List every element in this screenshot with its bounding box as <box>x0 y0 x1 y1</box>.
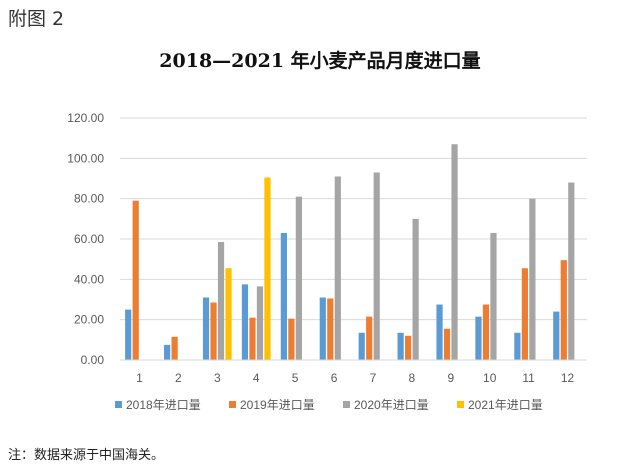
x-tick-label: 9 <box>447 371 454 385</box>
bar-2-4 <box>249 317 256 360</box>
bar-1-4 <box>241 284 249 360</box>
bars <box>125 144 575 360</box>
legend-label: 2021年进口量 <box>468 398 543 412</box>
legend-swatch <box>229 401 236 408</box>
bar-3-7 <box>373 172 380 360</box>
legend-item: 2019年进口量 <box>229 398 315 412</box>
legend-item: 2018年进口量 <box>115 398 201 412</box>
y-tick-label: 0.00 <box>81 353 105 367</box>
legend-item: 2021年进口量 <box>457 398 543 412</box>
x-tick-label: 10 <box>483 371 497 385</box>
y-axis-tick-labels: 0.00 20.00 40.00 60.00 80.00 100.00 120.00 <box>67 111 104 367</box>
bar-2-2 <box>171 336 178 360</box>
chart-title: 2018—2021 年小麦产品月度进口量 <box>159 50 481 72</box>
bar-2-6 <box>327 298 334 360</box>
legend-swatch <box>457 401 464 408</box>
figure-label: 附图 2 <box>8 8 65 30</box>
x-tick-label: 6 <box>331 371 338 385</box>
y-tick-label: 120.00 <box>67 111 104 125</box>
bar-1-6 <box>319 297 326 360</box>
bar-3-4 <box>256 286 264 360</box>
bar-1-8 <box>397 332 404 360</box>
legend: 2018年进口量 2019年进口量 2020年进口量 2021年进口量 <box>115 398 543 412</box>
y-tick-label: 20.00 <box>74 313 104 327</box>
y-tick-label: 40.00 <box>74 272 104 286</box>
bar-3-12 <box>568 182 575 360</box>
bar-1-5 <box>280 232 287 360</box>
y-tick-label: 100.00 <box>67 151 104 165</box>
bar-2-8 <box>405 335 412 360</box>
bar-3-8 <box>412 218 419 360</box>
bar-2-11 <box>521 268 528 360</box>
x-tick-label: 3 <box>214 371 221 385</box>
gridlines <box>120 117 587 321</box>
legend-swatch <box>343 401 350 408</box>
x-tick-label: 7 <box>370 371 377 385</box>
bar-2-9 <box>443 328 451 360</box>
bar-1-7 <box>358 332 365 360</box>
x-tick-label: 11 <box>522 371 535 385</box>
y-tick-label: 80.00 <box>74 192 104 206</box>
bar-1-1 <box>125 309 132 360</box>
legend-label: 2020年进口量 <box>354 398 429 412</box>
bar-3-11 <box>529 198 536 360</box>
footnote: 注：数据来源于中国海关。 <box>8 448 165 463</box>
bar-2-12 <box>560 260 567 360</box>
x-tick-label: 5 <box>292 371 299 385</box>
bar-1-10 <box>475 316 482 360</box>
bar-3-3 <box>217 242 225 360</box>
bar-2-10 <box>482 304 490 360</box>
x-axis-tick-labels: 1 2 3 4 5 6 7 8 9 10 11 12 <box>136 371 574 385</box>
x-tick-label: 12 <box>561 371 575 385</box>
bar-3-6 <box>334 176 341 360</box>
legend-swatch <box>115 401 122 408</box>
bar-2-7 <box>366 316 373 360</box>
x-tick-label: 8 <box>409 371 416 385</box>
bar-1-11 <box>514 332 521 360</box>
y-tick-label: 60.00 <box>74 232 104 246</box>
x-tick-label: 1 <box>136 371 143 385</box>
bar-2-1 <box>132 200 139 360</box>
legend-item: 2020年进口量 <box>343 398 429 412</box>
bar-4-3 <box>225 268 232 360</box>
x-tick-label: 4 <box>253 371 260 385</box>
x-tick-label: 2 <box>175 371 182 385</box>
bar-4-4 <box>264 177 271 360</box>
legend-label: 2018年进口量 <box>126 398 201 412</box>
legend-label: 2019年进口量 <box>240 398 315 412</box>
bar-3-9 <box>451 144 458 360</box>
bar-1-3 <box>202 297 210 360</box>
bar-3-10 <box>490 232 497 360</box>
bar-1-9 <box>436 304 443 360</box>
bar-2-5 <box>288 318 295 360</box>
bar-1-12 <box>553 311 560 360</box>
bar-3-5 <box>295 196 302 360</box>
bar-2-3 <box>210 302 217 360</box>
bar-1-2 <box>164 344 171 360</box>
